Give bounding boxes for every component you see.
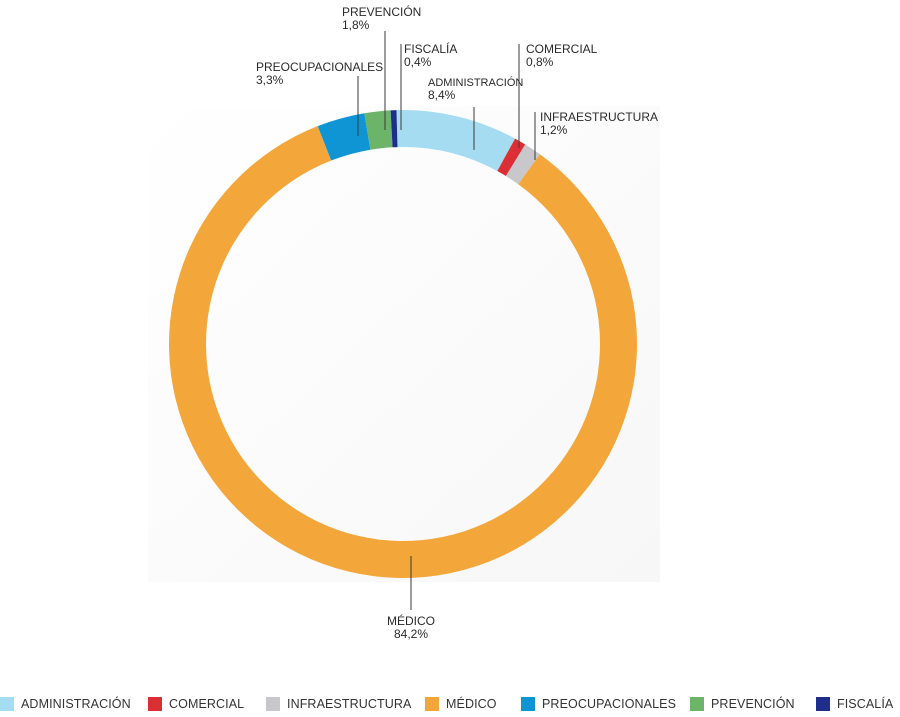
legend-label: MÉDICO xyxy=(446,697,497,711)
legend-swatch xyxy=(266,697,280,711)
legend-label: PREOCUPACIONALES xyxy=(542,697,677,711)
slice-prevencion xyxy=(364,110,393,150)
slice-fiscalia xyxy=(390,110,398,148)
data-label-name-preocupacionales: PREOCUPACIONALES xyxy=(256,60,383,74)
legend-item-fiscalia: FISCALÍA xyxy=(816,694,893,714)
data-label-name-prevencion: PREVENCIÓN xyxy=(342,4,421,19)
legend: ADMINISTRACIÓN COMERCIAL INFRAESTRUCTURA MÉ… xyxy=(0,694,900,716)
slice-administracion xyxy=(396,110,516,172)
slices-layer xyxy=(168,110,637,579)
data-label-value-administracion: 8,4% xyxy=(428,88,456,102)
leaders-layer xyxy=(357,31,536,610)
data-label-value-medico: 84,2% xyxy=(394,627,428,641)
legend-label: COMERCIAL xyxy=(169,697,245,711)
legend-label: FISCALÍA xyxy=(837,697,894,711)
legend-item-administracion: ADMINISTRACIÓN xyxy=(0,694,131,714)
legend-label: ADMINISTRACIÓN xyxy=(21,697,131,711)
legend-item-comercial: COMERCIAL xyxy=(148,694,244,714)
data-label-value-infraestructura: 1,2% xyxy=(540,123,568,137)
data-label-name-comercial: COMERCIAL xyxy=(526,42,598,56)
slice-comercial xyxy=(497,138,526,177)
legend-swatch xyxy=(521,697,535,711)
data-label-name-fiscalia: FISCALÍA xyxy=(404,41,457,56)
slice-preocupacionales xyxy=(317,113,371,161)
legend-swatch xyxy=(816,697,830,711)
data-label-name-administracion: ADMINISTRACIÓN xyxy=(428,76,523,89)
legend-item-medico: MÉDICO xyxy=(425,694,497,714)
legend-swatch xyxy=(425,697,439,711)
legend-swatch xyxy=(690,697,704,711)
data-label-value-comercial: 0,8% xyxy=(526,55,554,69)
legend-swatch xyxy=(148,697,162,711)
slice-infraestructura xyxy=(505,144,540,185)
plot-background xyxy=(148,106,660,582)
legend-item-preocupacionales: PREOCUPACIONALES xyxy=(521,694,676,714)
legend-label: INFRAESTRUCTURA xyxy=(287,697,412,711)
legend-item-prevencion: PREVENCIÓN xyxy=(690,694,795,714)
data-label-name-medico: MÉDICO xyxy=(387,613,435,628)
legend-label: PREVENCIÓN xyxy=(711,697,795,711)
data-label-value-preocupacionales: 3,3% xyxy=(256,73,284,87)
data-label-value-prevencion: 1,8% xyxy=(342,18,370,32)
legend-item-infraestructura: INFRAESTRUCTURA xyxy=(266,694,411,714)
data-label-name-infraestructura: INFRAESTRUCTURA xyxy=(540,110,658,124)
data-label-value-fiscalia: 0,4% xyxy=(404,55,432,69)
legend-swatch xyxy=(0,697,14,711)
